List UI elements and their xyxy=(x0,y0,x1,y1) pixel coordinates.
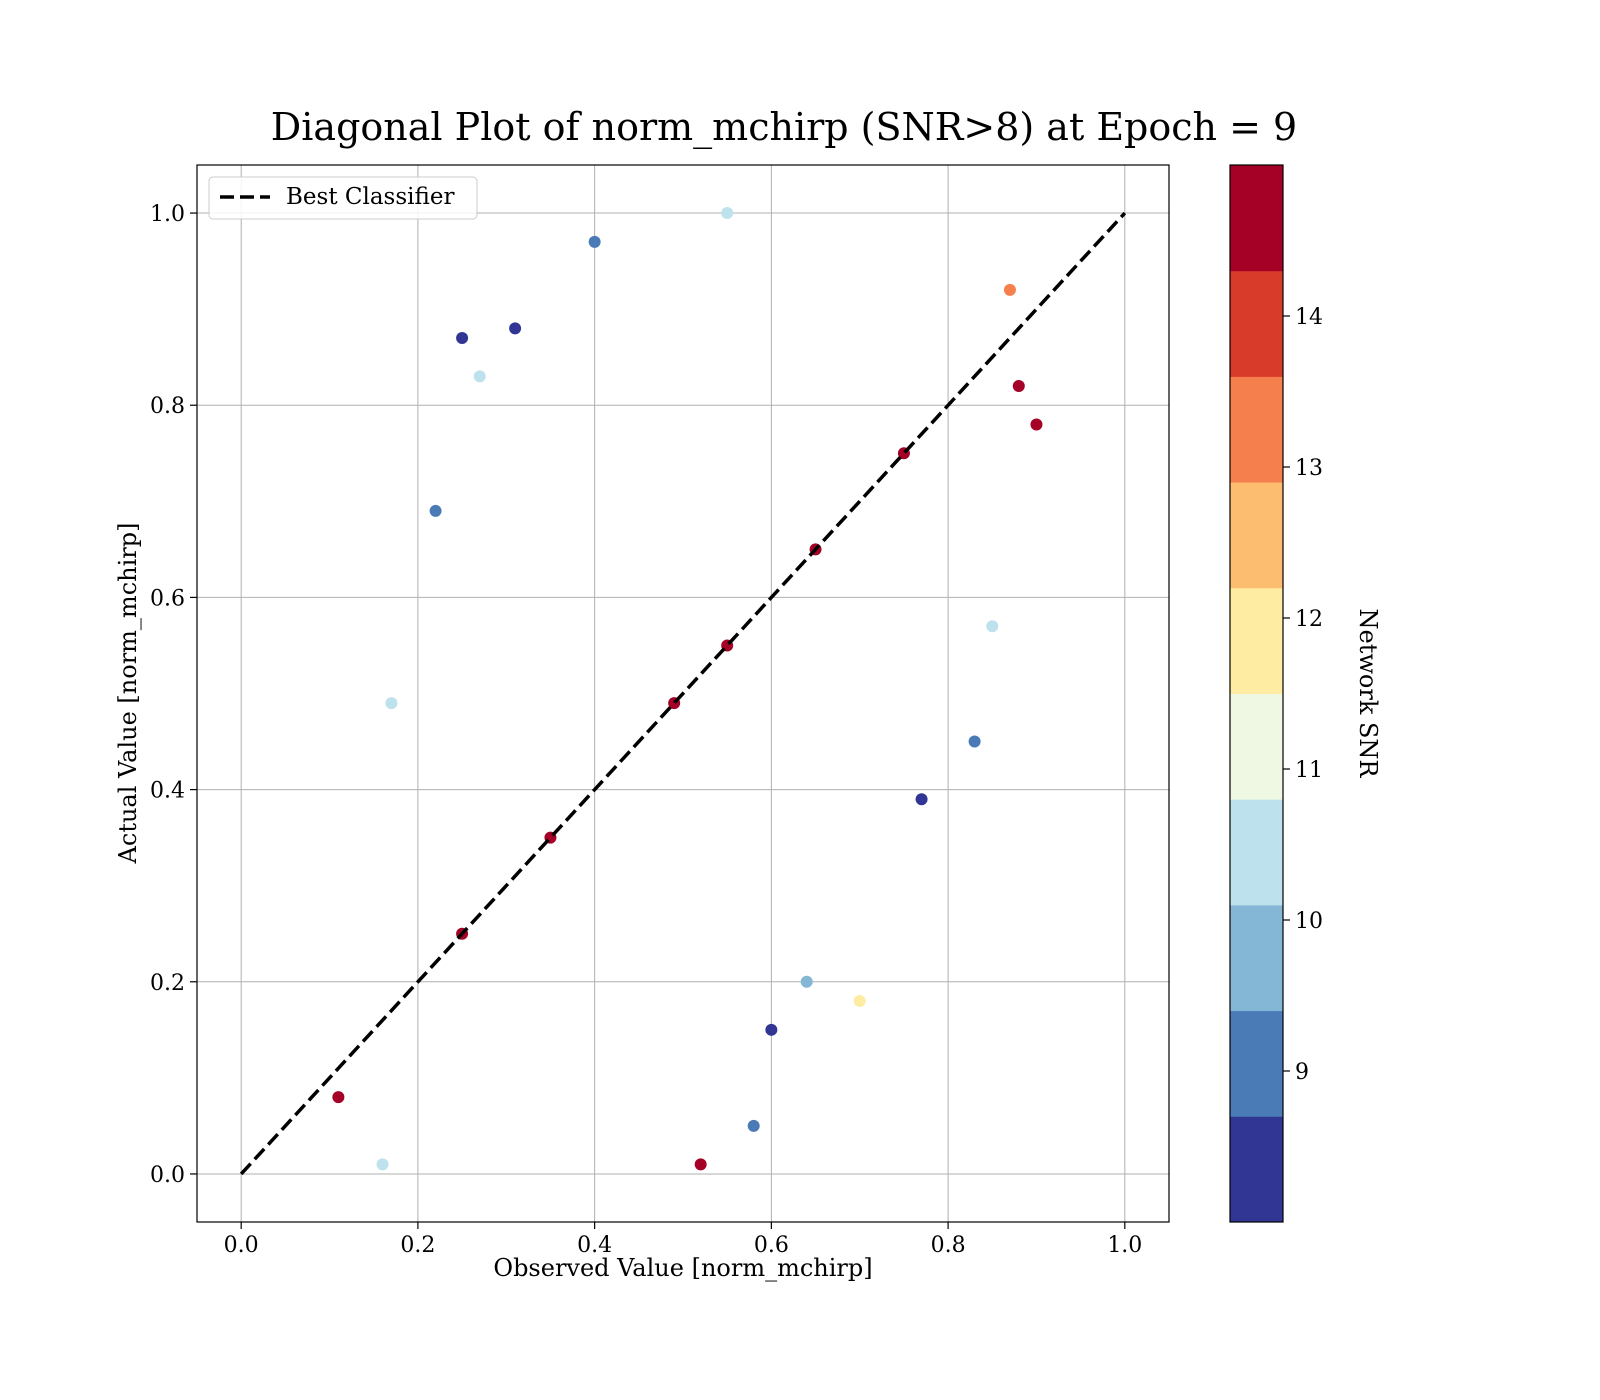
colorbar-tick-label: 9 xyxy=(1295,1060,1309,1085)
scatter-point xyxy=(588,235,601,248)
colorbar-segment xyxy=(1230,799,1283,906)
scatter-point xyxy=(800,975,813,988)
y-tick-label: 0.4 xyxy=(150,779,185,804)
scatter-point xyxy=(456,331,469,344)
scatter-point xyxy=(721,207,734,220)
x-tick-label: 0.0 xyxy=(224,1233,259,1258)
x-tick-label: 0.8 xyxy=(931,1233,966,1258)
scatter-points xyxy=(332,207,1043,1171)
scatter-point xyxy=(747,1119,760,1132)
scatter-point xyxy=(1030,418,1043,431)
colorbar xyxy=(1230,165,1283,1223)
best-classifier-line xyxy=(239,211,1127,1176)
x-tick-label: 0.4 xyxy=(577,1233,612,1258)
colorbar-segment xyxy=(1230,270,1283,377)
colorbar-tick-label: 13 xyxy=(1295,456,1323,481)
grid-lines xyxy=(197,165,1169,1222)
scatter-point xyxy=(694,1158,707,1171)
scatter-point xyxy=(376,1158,389,1171)
colorbar-segment xyxy=(1230,904,1283,1012)
scatter-point xyxy=(765,1023,778,1036)
colorbar-segment xyxy=(1230,587,1283,694)
scatter-point xyxy=(332,1091,345,1104)
colorbar-segment xyxy=(1230,1116,1283,1223)
y-tick-label: 0.6 xyxy=(150,586,185,611)
scatter-point xyxy=(1012,380,1025,393)
scatter-point xyxy=(385,697,398,710)
colorbar-tick-label: 12 xyxy=(1295,607,1323,632)
legend-label-best-classifier: Best Classifier xyxy=(286,184,454,210)
scatter-point xyxy=(1003,283,1016,296)
colorbar-frame xyxy=(1229,164,1284,1223)
colorbar-tick-label: 11 xyxy=(1295,758,1323,783)
scatter-point xyxy=(915,793,928,806)
scatter-point xyxy=(429,504,442,517)
x-axis-ticks: 0.0 0.2 0.4 0.6 0.8 1.0 xyxy=(224,1222,1142,1258)
colorbar-segment xyxy=(1230,482,1283,589)
scatter-point xyxy=(509,322,522,335)
y-axis-label: Actual Value [norm_mchirp] xyxy=(114,523,142,865)
plot-frame xyxy=(196,164,1170,1223)
colorbar-label: Network SNR xyxy=(1354,609,1382,779)
y-axis-ticks: 0.0 0.2 0.4 0.6 0.8 1.0 xyxy=(150,202,197,1188)
y-tick-label: 1.0 xyxy=(150,202,185,227)
y-tick-label: 0.0 xyxy=(150,1163,185,1188)
colorbar-ticks: 9 10 11 12 13 14 xyxy=(1283,305,1323,1085)
colorbar-segment xyxy=(1230,693,1283,800)
colorbar-tick-label: 14 xyxy=(1295,305,1323,330)
y-tick-label: 0.2 xyxy=(150,971,185,996)
legend-box xyxy=(208,176,478,220)
legend: Best Classifier xyxy=(208,176,478,220)
colorbar-tick-label: 10 xyxy=(1295,909,1323,934)
chart-title: Diagonal Plot of norm_mchirp (SNR>8) at … xyxy=(271,105,1297,150)
colorbar-segment xyxy=(1230,376,1283,483)
x-tick-label: 1.0 xyxy=(1107,1233,1142,1258)
scatter-point xyxy=(968,735,981,748)
x-tick-label: 0.2 xyxy=(400,1233,435,1258)
x-tick-label: 0.6 xyxy=(754,1233,789,1258)
y-tick-label: 0.8 xyxy=(150,394,185,419)
x-axis-label: Observed Value [norm_mchirp] xyxy=(493,1254,872,1282)
colorbar-segment xyxy=(1230,1010,1283,1117)
scatter-point xyxy=(853,994,866,1007)
scatter-point xyxy=(986,620,999,633)
scatter-point xyxy=(473,370,486,383)
colorbar-segment xyxy=(1230,165,1283,272)
